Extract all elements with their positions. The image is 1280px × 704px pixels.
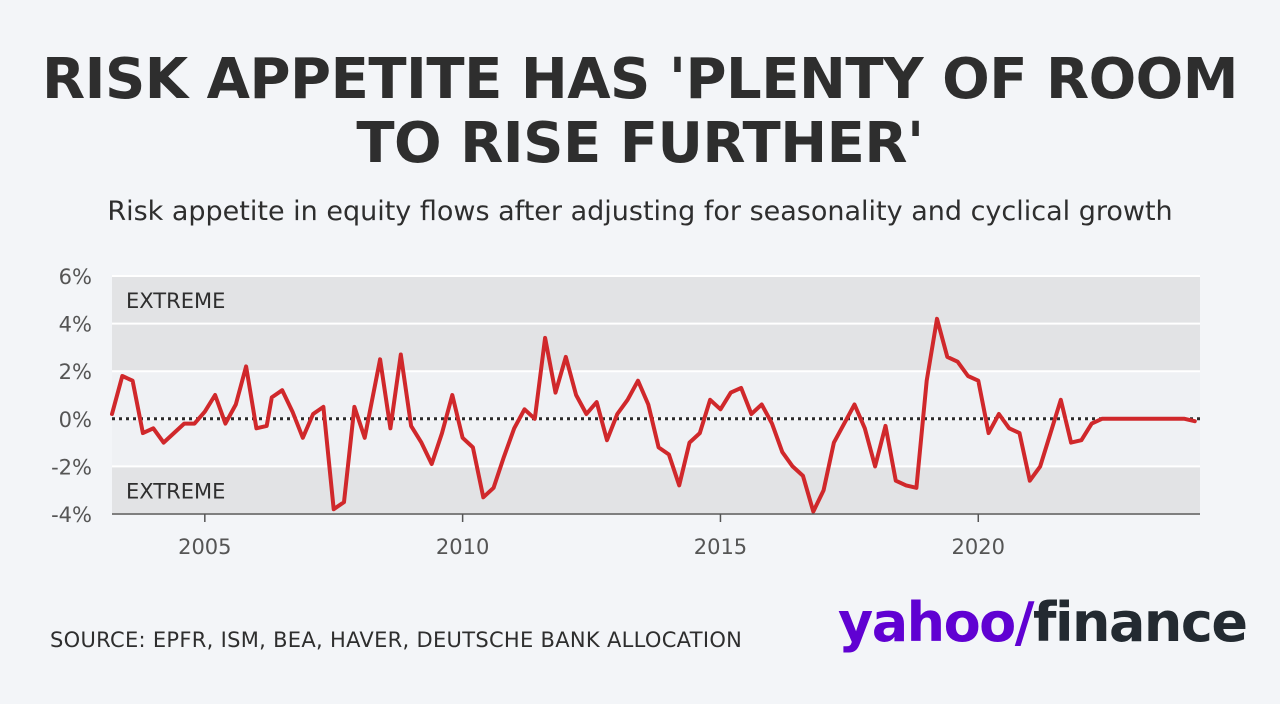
y-axis: 6% 4% 2% 0% -2% -4% — [51, 265, 92, 527]
series-line-0 — [110, 316, 1197, 514]
logo-slash: / — [1014, 591, 1035, 654]
yahoo-finance-logo: yahoo/finance — [838, 588, 1248, 658]
chart-title: RISK APPETITE HAS 'PLENTY OF ROOM TO RIS… — [41, 47, 1239, 176]
x-axis: 2005 2010 2015 2020 — [112, 513, 1200, 559]
y-tick-label-3: 0% — [59, 408, 92, 432]
x-tick-label-2: 2015 — [694, 535, 747, 559]
x-tick-label-3: 2020 — [952, 535, 1005, 559]
logo-finance: finance — [1033, 591, 1248, 654]
x-tick-label-0: 2005 — [178, 535, 231, 559]
y-tick-label-2: 2% — [59, 360, 92, 384]
band-label-low: EXTREME — [126, 479, 225, 503]
logo-yahoo: yahoo — [838, 591, 1016, 654]
series-group — [110, 316, 1197, 514]
x-tick-label-1: 2010 — [436, 535, 489, 559]
extreme-band-low — [112, 466, 1200, 514]
band-labels: EXTREME EXTREME — [126, 289, 225, 503]
chart-subtitle: Risk appetite in equity flows after adju… — [107, 196, 1173, 227]
y-tick-label-1: 4% — [59, 313, 92, 337]
y-tick-label-4: -2% — [51, 455, 92, 479]
band-label-high: EXTREME — [126, 289, 225, 313]
source-note: SOURCE: EPFR, ISM, BEA, HAVER, DEUTSCHE … — [50, 628, 743, 652]
y-tick-label-0: 6% — [59, 265, 92, 289]
y-tick-label-5: -4% — [51, 503, 92, 527]
